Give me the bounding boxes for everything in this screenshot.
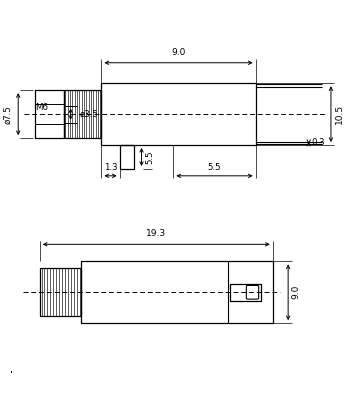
Text: 5.5: 5.5 [145,150,154,164]
FancyArrow shape [10,371,11,373]
FancyArrow shape [10,371,11,373]
Text: 5.5: 5.5 [208,163,221,172]
FancyArrow shape [10,371,11,373]
Text: 9.0: 9.0 [292,285,300,299]
Text: ø3.5: ø3.5 [79,110,98,118]
Text: M6: M6 [35,103,48,112]
Text: 0.3: 0.3 [312,138,325,147]
FancyArrow shape [10,371,11,373]
Text: 9.0: 9.0 [171,48,186,56]
FancyArrow shape [10,371,11,373]
FancyArrow shape [10,371,11,373]
FancyArrow shape [10,371,11,373]
Text: 19.3: 19.3 [146,229,166,238]
Text: 10.5: 10.5 [335,104,344,124]
Text: ø7.5: ø7.5 [3,105,12,124]
FancyBboxPatch shape [246,285,259,299]
Text: 1.3: 1.3 [104,163,117,172]
